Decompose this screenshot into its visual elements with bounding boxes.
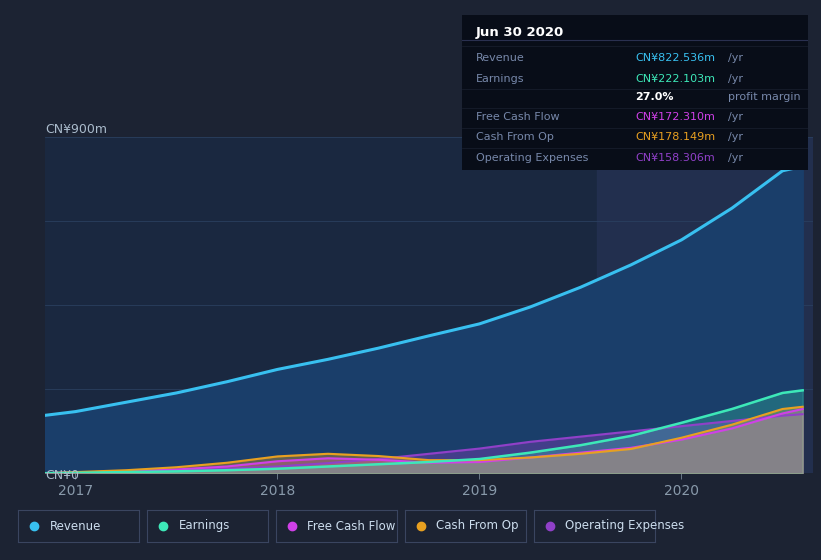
Text: Operating Expenses: Operating Expenses xyxy=(566,520,685,533)
Text: profit margin: profit margin xyxy=(728,92,801,102)
Text: CN¥900m: CN¥900m xyxy=(45,123,108,136)
Text: /yr: /yr xyxy=(728,53,744,63)
Text: Operating Expenses: Operating Expenses xyxy=(476,153,588,162)
Text: /yr: /yr xyxy=(728,133,744,142)
Text: Earnings: Earnings xyxy=(178,520,230,533)
Text: /yr: /yr xyxy=(728,113,744,122)
Text: Cash From Op: Cash From Op xyxy=(476,133,553,142)
Text: CN¥172.310m: CN¥172.310m xyxy=(635,113,715,122)
Text: CN¥178.149m: CN¥178.149m xyxy=(635,133,715,142)
Text: 27.0%: 27.0% xyxy=(635,92,673,102)
Text: Revenue: Revenue xyxy=(476,53,525,63)
Text: Free Cash Flow: Free Cash Flow xyxy=(476,113,559,122)
Text: Free Cash Flow: Free Cash Flow xyxy=(307,520,396,533)
Text: Cash From Op: Cash From Op xyxy=(437,520,519,533)
Text: Jun 30 2020: Jun 30 2020 xyxy=(476,26,564,39)
Text: Revenue: Revenue xyxy=(49,520,101,533)
Text: /yr: /yr xyxy=(728,73,744,83)
Text: /yr: /yr xyxy=(728,153,744,162)
Text: Earnings: Earnings xyxy=(476,73,525,83)
Bar xyxy=(597,137,821,473)
Text: CN¥222.103m: CN¥222.103m xyxy=(635,73,715,83)
Text: CN¥158.306m: CN¥158.306m xyxy=(635,153,715,162)
Text: CN¥0: CN¥0 xyxy=(45,469,79,482)
Text: CN¥822.536m: CN¥822.536m xyxy=(635,53,715,63)
